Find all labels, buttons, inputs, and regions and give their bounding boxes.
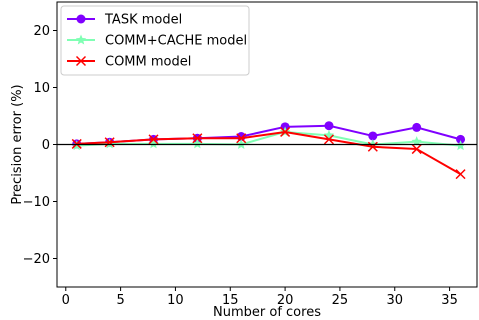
x-tick-label: 35 xyxy=(441,293,458,308)
data-point xyxy=(367,141,378,152)
legend-box xyxy=(60,5,250,76)
data-point xyxy=(411,136,422,147)
data-point xyxy=(236,133,247,144)
legend-label: COMM model xyxy=(105,55,191,70)
series-line xyxy=(76,130,462,176)
series-2 xyxy=(71,126,466,180)
data-point xyxy=(323,134,334,145)
x-axis-title: Number of cores xyxy=(213,305,321,320)
y-tick-label: 10 xyxy=(33,81,50,96)
data-point xyxy=(455,169,466,180)
data-point xyxy=(192,138,203,149)
data-point xyxy=(148,138,159,149)
legend-marker xyxy=(75,55,87,67)
legend-label: COMM+CACHE model xyxy=(105,34,247,49)
legend-marker xyxy=(75,34,87,45)
legend-item: COMM+CACHE model xyxy=(67,34,247,49)
legend-marker xyxy=(76,14,86,24)
y-axis-title: Precision error (%) xyxy=(10,84,25,204)
x-tick-label: 15 xyxy=(222,293,239,308)
x-tick-label: 20 xyxy=(277,293,294,308)
data-point xyxy=(192,133,203,144)
x-tick-label: 25 xyxy=(332,293,349,308)
series-layer xyxy=(57,121,477,180)
data-point xyxy=(324,121,334,131)
x-tick-label: 5 xyxy=(116,293,124,308)
y-tick-label: 0 xyxy=(42,138,50,153)
legend-items: TASK model COMM+CACHE model COMM model xyxy=(67,13,247,70)
legend: TASK model COMM+CACHE model COMM model xyxy=(60,5,250,76)
data-point xyxy=(412,122,422,132)
y-tick-label: −20 xyxy=(23,252,50,267)
y-tick-label: 20 xyxy=(33,24,50,39)
ticks-layer: 0 5 10 15 20 25 30 35 −20 −10 0 10 20 xyxy=(23,24,458,308)
legend-item: TASK model xyxy=(67,13,182,28)
data-point xyxy=(456,134,466,144)
y-tick-label: −10 xyxy=(23,195,50,210)
data-point xyxy=(411,144,422,155)
x-tick-label: 0 xyxy=(62,293,70,308)
data-point xyxy=(148,134,159,145)
data-point xyxy=(280,126,291,137)
data-point xyxy=(104,137,115,148)
x-tick-label: 10 xyxy=(167,293,184,308)
legend-item: COMM model xyxy=(67,55,191,70)
data-point xyxy=(368,131,378,141)
legend-label: TASK model xyxy=(104,13,182,28)
x-tick-label: 30 xyxy=(386,293,403,308)
